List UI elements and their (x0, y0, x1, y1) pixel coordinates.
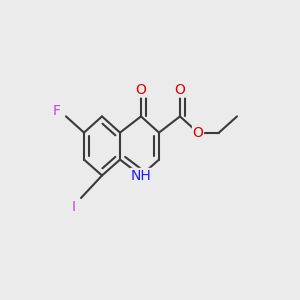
Text: O: O (136, 83, 146, 97)
Text: O: O (175, 83, 185, 97)
Text: I: I (71, 200, 76, 214)
Text: NH: NH (130, 169, 152, 182)
Text: F: F (53, 104, 61, 118)
Text: O: O (193, 126, 203, 140)
